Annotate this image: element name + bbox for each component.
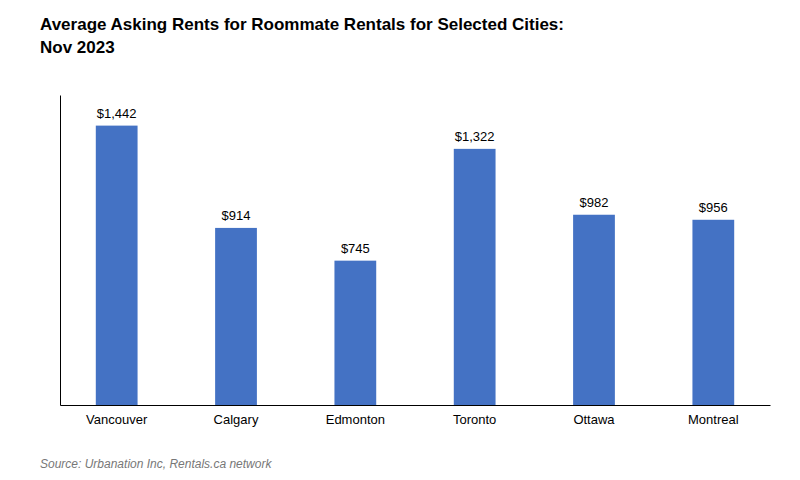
x-tick: Montreal [688,412,739,427]
data-label: $1,322 [455,129,495,144]
x-tick-label: Vancouver [86,412,148,427]
x-tick-label: Ottawa [573,412,615,427]
x-tick: Calgary [214,412,259,427]
y-axis-line [60,96,61,406]
x-tick-label: Montreal [688,412,739,427]
bar [692,220,734,405]
x-axis: Vancouver Calgary Edmonton Toronto Ottawa Mon… [61,406,771,428]
x-axis-line [61,405,771,406]
x-tick: Edmonton [326,412,385,427]
data-label: $1,442 [97,106,137,121]
bar [454,149,496,405]
plot-area [96,126,734,405]
data-labels: $1,442 $914 $745 $1,322 $982 $956 [97,106,728,256]
data-label: $956 [699,200,728,215]
data-label: $982 [580,195,609,210]
chart: Average Asking Rents for Roommate Rental… [0,0,800,480]
data-label: $914 [222,208,251,223]
y-axis [60,96,61,406]
annotation: Source: Urbanation Inc, Rentals.ca netwo… [40,457,272,471]
x-tick: Ottawa [573,412,615,427]
x-tick: Vancouver [86,412,148,427]
x-tick-label: Calgary [214,412,259,427]
title: Average Asking Rents for Roommate Rental… [40,15,564,57]
x-tick-label: Edmonton [326,412,385,427]
x-tick-label: Toronto [453,412,496,427]
bar [334,261,376,405]
data-label: $745 [341,241,370,256]
x-tick: Toronto [453,412,496,427]
bar [215,228,257,405]
bar [573,215,615,405]
bar [96,126,138,405]
